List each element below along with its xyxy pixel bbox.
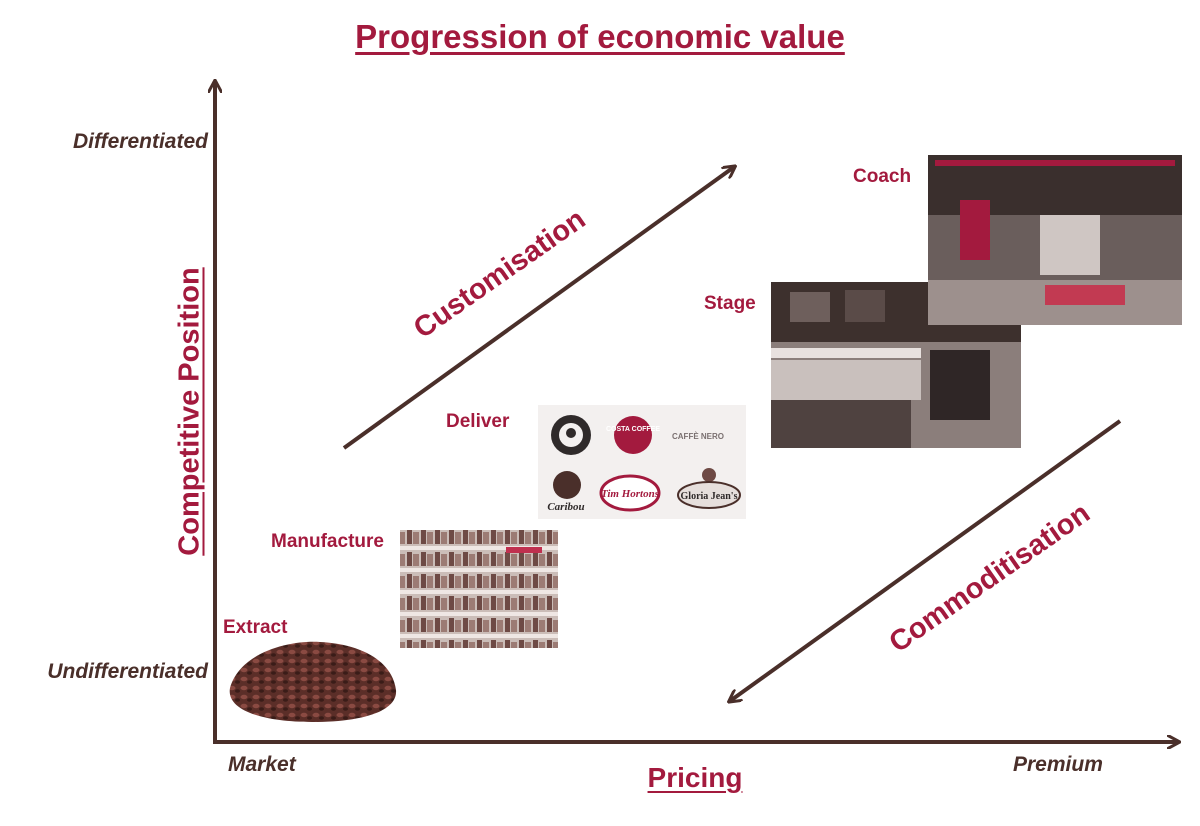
coffee-brand-logos-image: COSTA COFFEE CAFFÈ NERO Caribou Tim Hort… <box>538 405 746 519</box>
gloria-jeans-logo-icon: Gloria Jean's <box>677 468 741 509</box>
stage-label-extract: Extract <box>223 617 288 638</box>
stage-label-coach: Coach <box>853 166 912 187</box>
customisation-arrow <box>342 167 734 450</box>
stage-label-deliver: Deliver <box>446 411 510 432</box>
stage-label-stage: Stage <box>704 293 756 314</box>
caffe-nero-logo-icon: CAFFÈ NERO <box>672 432 724 441</box>
caribou-logo-icon: Caribou <box>547 471 585 513</box>
svg-text:Caribou: Caribou <box>547 501 584 513</box>
commoditisation-arrow <box>730 419 1122 701</box>
x-axis-right-label: Premium <box>1013 753 1103 776</box>
starbucks-logo-icon <box>551 415 591 455</box>
tim-hortons-logo-icon: Tim Hortons <box>599 474 661 512</box>
x-axis-title: Pricing <box>647 762 743 793</box>
coffee-roastery-image <box>928 155 1182 325</box>
diagram-title: Progression of economic value <box>355 18 845 55</box>
svg-text:Tim Hortons: Tim Hortons <box>601 488 659 500</box>
svg-text:Gloria Jean's: Gloria Jean's <box>681 491 738 502</box>
coffee-beans-image <box>229 641 397 722</box>
costa-coffee-logo-icon: COSTA COFFEE <box>606 416 660 454</box>
y-axis-title: Competitive Position <box>173 267 206 556</box>
stage-label-manufacture: Manufacture <box>271 531 384 552</box>
y-axis-top-label: Differentiated <box>73 130 208 153</box>
svg-text:COSTA COFFEE: COSTA COFFEE <box>606 426 660 433</box>
y-axis-bottom-label: Undifferentiated <box>47 660 208 683</box>
x-axis-left-label: Market <box>228 753 296 776</box>
supermarket-shelf-image <box>400 530 558 648</box>
